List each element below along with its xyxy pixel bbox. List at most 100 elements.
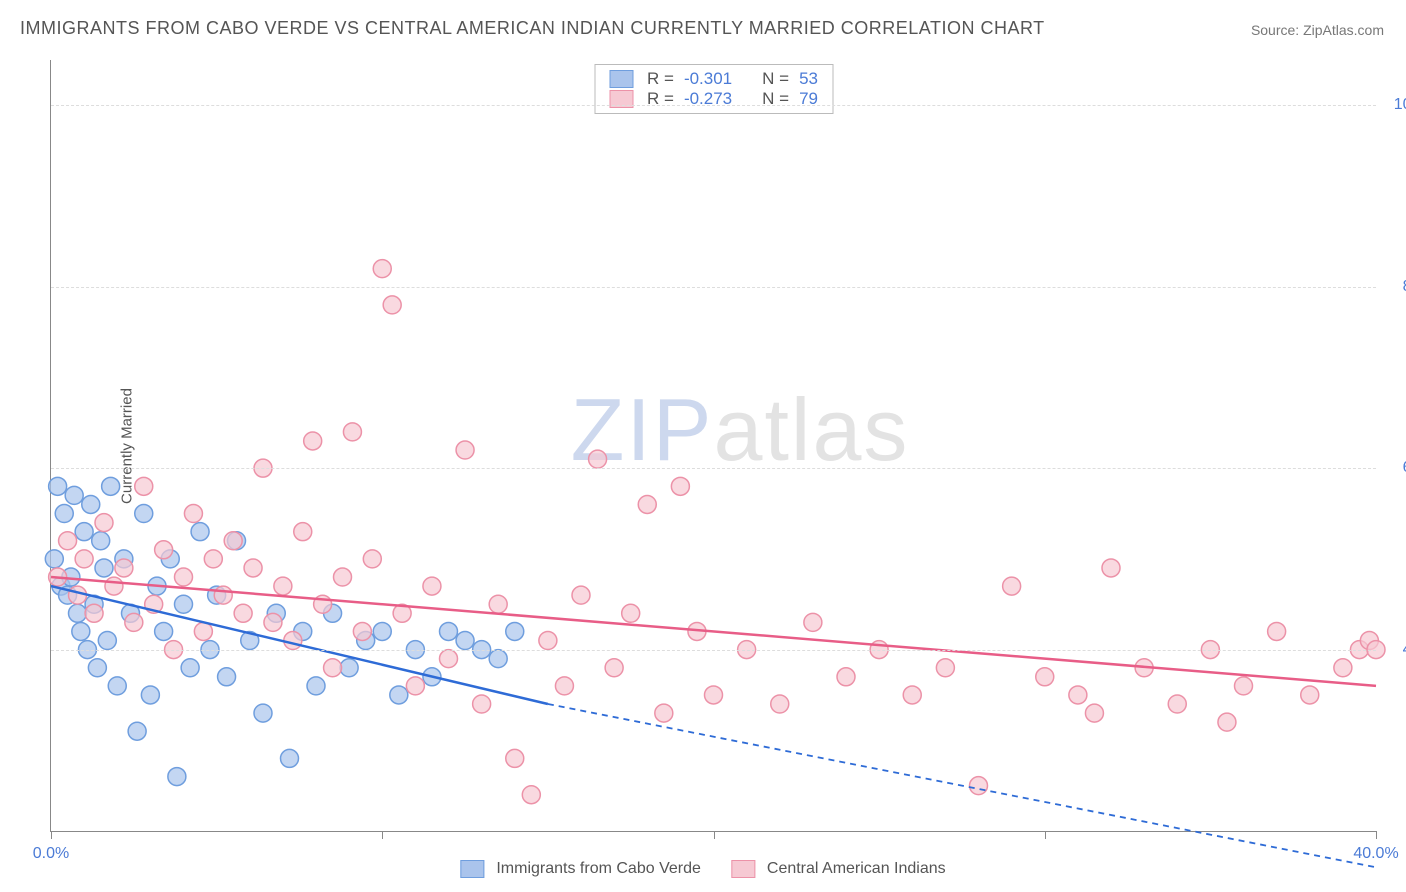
scatter-point: [115, 559, 133, 577]
ytick-label: 60.0%: [1388, 459, 1406, 477]
scatter-point: [638, 495, 656, 513]
scatter-point: [334, 568, 352, 586]
scatter-point: [125, 613, 143, 631]
scatter-point: [294, 523, 312, 541]
scatter-point: [1102, 559, 1120, 577]
plot-svg: [51, 60, 1376, 831]
scatter-point: [82, 495, 100, 513]
xtick: [382, 831, 383, 839]
scatter-point: [363, 550, 381, 568]
legend-item-2: Central American Indians: [731, 860, 946, 878]
legend-label-2: Central American Indians: [767, 860, 946, 878]
scatter-point: [705, 686, 723, 704]
scatter-point: [1301, 686, 1319, 704]
scatter-point: [489, 595, 507, 613]
scatter-point: [1235, 677, 1253, 695]
scatter-point: [191, 523, 209, 541]
scatter-point: [244, 559, 262, 577]
scatter-point: [95, 514, 113, 532]
scatter-point: [49, 477, 67, 495]
scatter-point: [264, 613, 282, 631]
scatter-point: [175, 595, 193, 613]
ytick-label: 100.0%: [1388, 96, 1406, 114]
scatter-point: [69, 604, 87, 622]
bottom-legend: Immigrants from Cabo Verde Central Ameri…: [460, 860, 945, 878]
scatter-point: [489, 650, 507, 668]
scatter-point: [903, 686, 921, 704]
scatter-point: [224, 532, 242, 550]
scatter-point: [506, 622, 524, 640]
xtick-label: 40.0%: [1353, 845, 1398, 863]
scatter-point: [440, 622, 458, 640]
scatter-point: [204, 550, 222, 568]
scatter-point: [353, 622, 371, 640]
scatter-point: [589, 450, 607, 468]
legend-item-1: Immigrants from Cabo Verde: [460, 860, 701, 878]
scatter-point: [45, 550, 63, 568]
xtick: [1045, 831, 1046, 839]
legend-swatch-1: [460, 860, 484, 878]
scatter-point: [406, 677, 424, 695]
scatter-point: [423, 577, 441, 595]
scatter-point: [373, 260, 391, 278]
scatter-point: [324, 659, 342, 677]
xtick: [714, 831, 715, 839]
gridline: [51, 650, 1376, 651]
scatter-point: [234, 604, 252, 622]
scatter-point: [1218, 713, 1236, 731]
scatter-point: [622, 604, 640, 622]
scatter-point: [440, 650, 458, 668]
scatter-point: [456, 632, 474, 650]
scatter-point: [175, 568, 193, 586]
scatter-point: [1268, 622, 1286, 640]
scatter-point: [655, 704, 673, 722]
gridline: [51, 105, 1376, 106]
scatter-point: [254, 704, 272, 722]
scatter-point: [194, 622, 212, 640]
scatter-point: [59, 532, 77, 550]
gridline: [51, 468, 1376, 469]
scatter-point: [105, 577, 123, 595]
scatter-point: [155, 622, 173, 640]
scatter-point: [304, 432, 322, 450]
scatter-point: [1085, 704, 1103, 722]
scatter-point: [214, 586, 232, 604]
scatter-point: [1168, 695, 1186, 713]
scatter-point: [307, 677, 325, 695]
scatter-point: [75, 523, 93, 541]
ytick-label: 80.0%: [1388, 278, 1406, 296]
scatter-point: [274, 577, 292, 595]
scatter-point: [155, 541, 173, 559]
trend-line-dashed: [548, 704, 1376, 867]
scatter-point: [522, 786, 540, 804]
scatter-point: [771, 695, 789, 713]
plot-area: Currently Married ZIPatlas R = -0.301 N …: [50, 60, 1376, 832]
scatter-point: [390, 686, 408, 704]
scatter-point: [75, 550, 93, 568]
legend-label-1: Immigrants from Cabo Verde: [496, 860, 701, 878]
scatter-point: [135, 477, 153, 495]
scatter-point: [85, 604, 103, 622]
scatter-point: [1003, 577, 1021, 595]
scatter-point: [128, 722, 146, 740]
scatter-point: [181, 659, 199, 677]
scatter-point: [69, 586, 87, 604]
scatter-point: [373, 622, 391, 640]
scatter-point: [970, 777, 988, 795]
scatter-point: [65, 486, 83, 504]
scatter-point: [383, 296, 401, 314]
xtick-label: 0.0%: [33, 845, 69, 863]
scatter-point: [936, 659, 954, 677]
scatter-point: [572, 586, 590, 604]
scatter-point: [804, 613, 822, 631]
ytick-label: 40.0%: [1388, 641, 1406, 659]
scatter-point: [55, 505, 73, 523]
gridline: [51, 287, 1376, 288]
source-label: Source: ZipAtlas.com: [1251, 22, 1384, 38]
scatter-point: [88, 659, 106, 677]
scatter-point: [473, 695, 491, 713]
scatter-point: [506, 749, 524, 767]
scatter-point: [340, 659, 358, 677]
scatter-point: [1334, 659, 1352, 677]
scatter-point: [837, 668, 855, 686]
